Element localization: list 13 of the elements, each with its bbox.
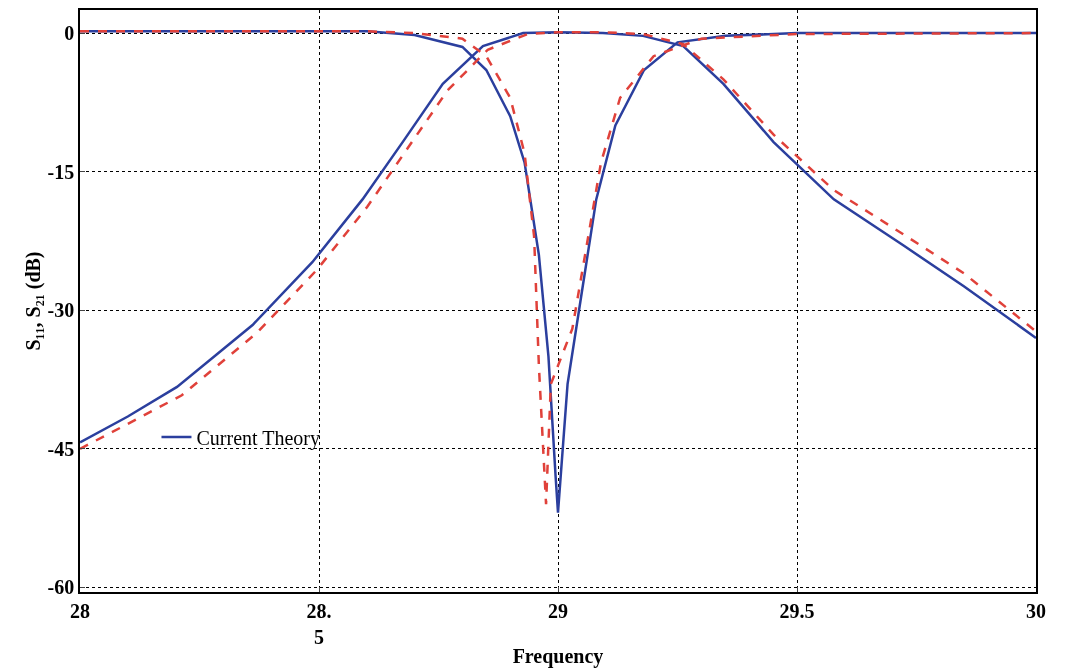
y-tick-label: -30 [47, 299, 75, 322]
x-tick-label: 28. 5 [306, 599, 332, 648]
y-tick-label: 0 [64, 22, 75, 45]
y-tick-label: -60 [47, 576, 75, 599]
y-tick-label: -15 [47, 160, 75, 183]
y-axis-title: S₁₁, S₂₁ (dB) [21, 251, 45, 351]
x-tick-label: 30 [1026, 599, 1046, 622]
x-tick-label: 28 [70, 599, 90, 622]
legend-label: Current Theory [196, 426, 320, 450]
y-tick-label: -45 [47, 437, 75, 460]
x-tick-label: 29.5 [779, 599, 815, 622]
x-axis-title: Frequency [512, 644, 604, 668]
x-tick-label: 29 [548, 599, 568, 622]
